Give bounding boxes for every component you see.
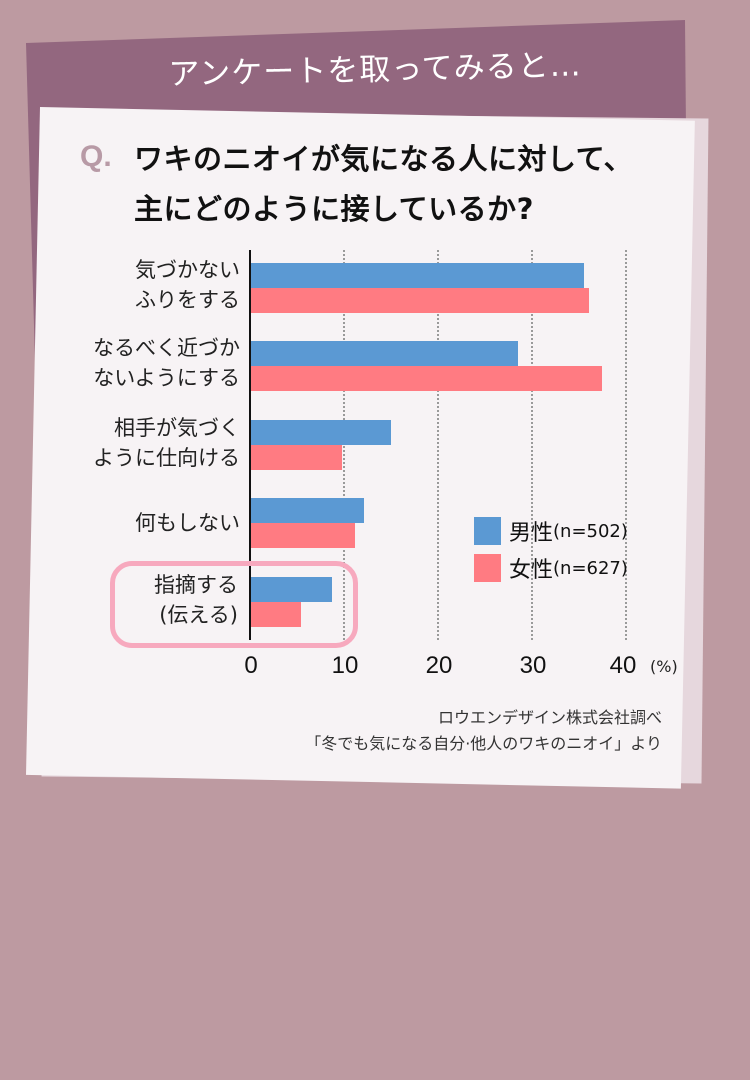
x-tick-0: 0: [244, 652, 258, 679]
question-mark: Q.: [80, 140, 112, 173]
x-tick-20: 20: [425, 652, 453, 679]
bar-male: [251, 263, 584, 288]
category-label: なるべく近づか ないようにする: [93, 336, 240, 390]
category-label: 相手が気づく ように仕向ける: [93, 416, 240, 470]
category-label: 気づかない ふりをする: [135, 258, 240, 312]
x-tick-40: 40: [609, 652, 637, 679]
bar-female: [251, 523, 356, 548]
bar-male: [251, 577, 332, 602]
legend-item-female: 女性 (n=627): [474, 552, 628, 584]
bar-female: [251, 366, 602, 391]
y-axis-line: [249, 250, 251, 640]
source-line-1: ロウエンデザイン株式会社調べ: [437, 708, 662, 727]
bar-male: [251, 498, 364, 523]
legend-item-male: 男性 (n=502): [474, 515, 628, 547]
bar-male: [251, 420, 391, 445]
source-line-2: 「冬でも気になる自分·他人のワキのニオイ」より: [305, 734, 662, 753]
x-tick-10: 10: [331, 652, 359, 679]
category-label: 何もしない: [135, 511, 240, 535]
highlight-box: [110, 561, 358, 648]
legend-swatch-male: [474, 517, 501, 545]
question-line-2: 主にどのように接しているか?: [134, 192, 534, 226]
gridline-20: [437, 250, 439, 640]
bar-female: [251, 445, 342, 470]
category-label: 指摘する (伝える): [154, 573, 238, 627]
gridline-40: [625, 250, 627, 640]
gridline-10: [343, 250, 345, 640]
bar-male: [251, 341, 519, 366]
bar-female: [251, 288, 589, 313]
x-axis-unit: (%): [650, 657, 678, 676]
gridline-30: [531, 250, 533, 640]
question-line-1: ワキのニオイが気になる人に対して、: [134, 142, 634, 176]
x-tick-30: 30: [519, 652, 547, 679]
bar-female: [251, 602, 301, 627]
legend-swatch-female: [474, 554, 501, 582]
